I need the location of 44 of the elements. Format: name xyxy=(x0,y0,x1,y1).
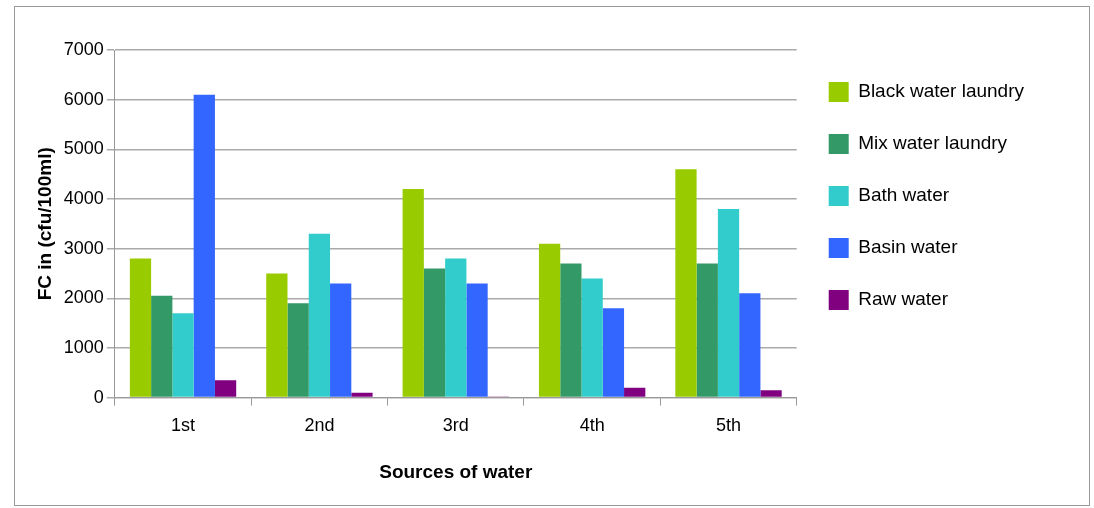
bar xyxy=(760,390,782,397)
bar xyxy=(739,293,761,397)
x-tick-label: 4th xyxy=(579,415,605,436)
y-tick-label: 0 xyxy=(93,386,104,407)
y-axis-title: FC in (cfu/100ml) xyxy=(33,147,55,301)
y-tick-label: 6000 xyxy=(63,88,104,109)
bar xyxy=(266,273,288,397)
bar xyxy=(351,392,373,397)
bar xyxy=(560,263,582,397)
bar xyxy=(466,283,488,397)
bar xyxy=(445,258,467,397)
y-tick-label: 5000 xyxy=(63,138,104,159)
x-tick-label: 1st xyxy=(171,415,196,436)
y-tick-label: 1000 xyxy=(63,336,104,357)
legend-label: Black water laundry xyxy=(858,80,1025,102)
bar xyxy=(193,94,215,397)
bar xyxy=(717,208,740,397)
bar xyxy=(675,169,697,397)
bar xyxy=(287,303,309,397)
legend-label: Raw water xyxy=(858,288,949,310)
y-tick-label: 7000 xyxy=(63,38,104,59)
legend-label: Basin water xyxy=(858,236,959,258)
bar xyxy=(696,263,718,397)
legend-label: Bath water xyxy=(858,184,950,206)
bar xyxy=(538,243,561,397)
y-tick-label: 3000 xyxy=(63,237,104,258)
x-axis-title: Sources of water xyxy=(379,460,533,482)
legend-label: Mix water laundry xyxy=(858,132,1008,154)
bar xyxy=(602,308,625,397)
bar xyxy=(423,268,446,397)
y-tick-label: 2000 xyxy=(63,287,104,308)
bar xyxy=(214,380,237,397)
bar xyxy=(129,258,152,397)
bar xyxy=(151,295,173,397)
x-tick-label: 3rd xyxy=(442,415,469,436)
bar xyxy=(172,313,194,397)
bar xyxy=(330,283,352,397)
bar xyxy=(402,189,424,397)
bar xyxy=(581,278,603,397)
x-tick-label: 2nd xyxy=(304,415,335,436)
bar xyxy=(624,387,646,397)
y-tick-label: 4000 xyxy=(63,187,104,208)
x-tick-label: 5th xyxy=(716,415,742,436)
bar xyxy=(308,233,331,397)
